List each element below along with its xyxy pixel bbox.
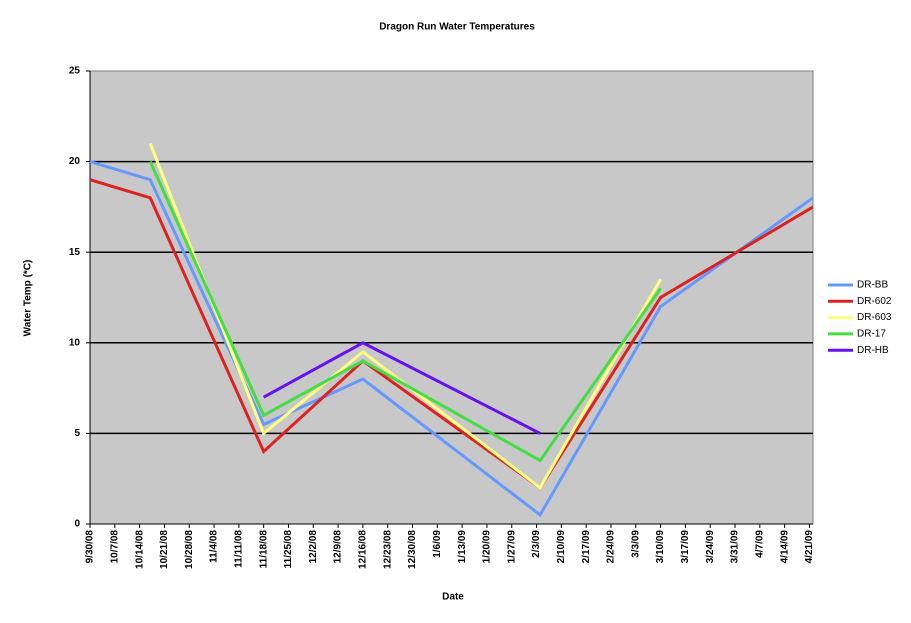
x-tick-label: 1/20/09 (482, 530, 493, 564)
y-tick-label: 25 (69, 66, 81, 77)
y-tick-label: 20 (69, 156, 81, 167)
x-tick-label: 4/7/09 (754, 530, 765, 558)
x-tick-label: 12/23/08 (382, 530, 393, 569)
x-tick-label: 10/7/08 (109, 530, 120, 564)
x-tick-label: 10/14/08 (134, 530, 145, 569)
y-tick-label: 5 (74, 428, 80, 439)
x-tick-label: 12/9/08 (333, 530, 344, 564)
legend-label: DR-BB (857, 280, 888, 291)
x-tick-label: 2/24/09 (606, 530, 617, 564)
y-tick-label: 15 (69, 247, 81, 258)
x-tick-label: 3/17/09 (680, 530, 691, 564)
x-tick-label: 12/16/08 (358, 530, 369, 569)
x-tick-label: 3/3/09 (630, 530, 641, 558)
x-axis-label: Date (442, 592, 464, 603)
legend-label: DR-HB (857, 345, 889, 356)
y-tick-label: 0 (74, 519, 80, 530)
x-tick-label: 11/11/08 (233, 530, 244, 568)
series-line (262, 341, 541, 435)
x-tick-label: 2/17/09 (581, 530, 592, 564)
x-tick-label: 2/10/09 (556, 530, 567, 564)
x-tick-label: 1/13/09 (457, 530, 468, 564)
series-line (148, 142, 662, 490)
x-tick-label: 12/30/08 (407, 530, 418, 569)
x-tick-label: 11/4/08 (209, 530, 220, 563)
chart-title: Dragon Run Water Temperatures (379, 22, 535, 33)
y-tick-label: 10 (69, 337, 81, 348)
x-tick-label: 4/14/09 (779, 530, 790, 564)
x-tick-label: 3/31/09 (730, 530, 741, 564)
x-tick-label: 3/24/09 (705, 530, 716, 564)
x-tick-label: 10/28/08 (184, 530, 195, 569)
x-tick-label: 11/18/08 (258, 530, 269, 569)
legend-label: DR-17 (857, 329, 886, 340)
x-tick-label: 1/6/09 (432, 530, 443, 558)
x-tick-label: 4/21/09 (804, 530, 815, 564)
plot-area (89, 70, 814, 525)
x-tick-label: 2/3/09 (531, 530, 542, 558)
x-tick-label: 10/21/08 (159, 530, 170, 569)
x-tick-label: 9/30/08 (85, 530, 96, 564)
x-tick-label: 12/2/08 (308, 530, 319, 564)
x-tick-label: 11/25/08 (283, 530, 294, 569)
y-axis-label: Water Temp (*C) (23, 260, 34, 337)
legend-label: DR-602 (857, 296, 892, 307)
x-tick-label: 3/10/09 (655, 530, 666, 564)
x-tick-label: 1/27/09 (506, 530, 517, 564)
legend-label: DR-603 (857, 312, 892, 323)
series-line (89, 160, 814, 518)
series-line (148, 160, 662, 463)
